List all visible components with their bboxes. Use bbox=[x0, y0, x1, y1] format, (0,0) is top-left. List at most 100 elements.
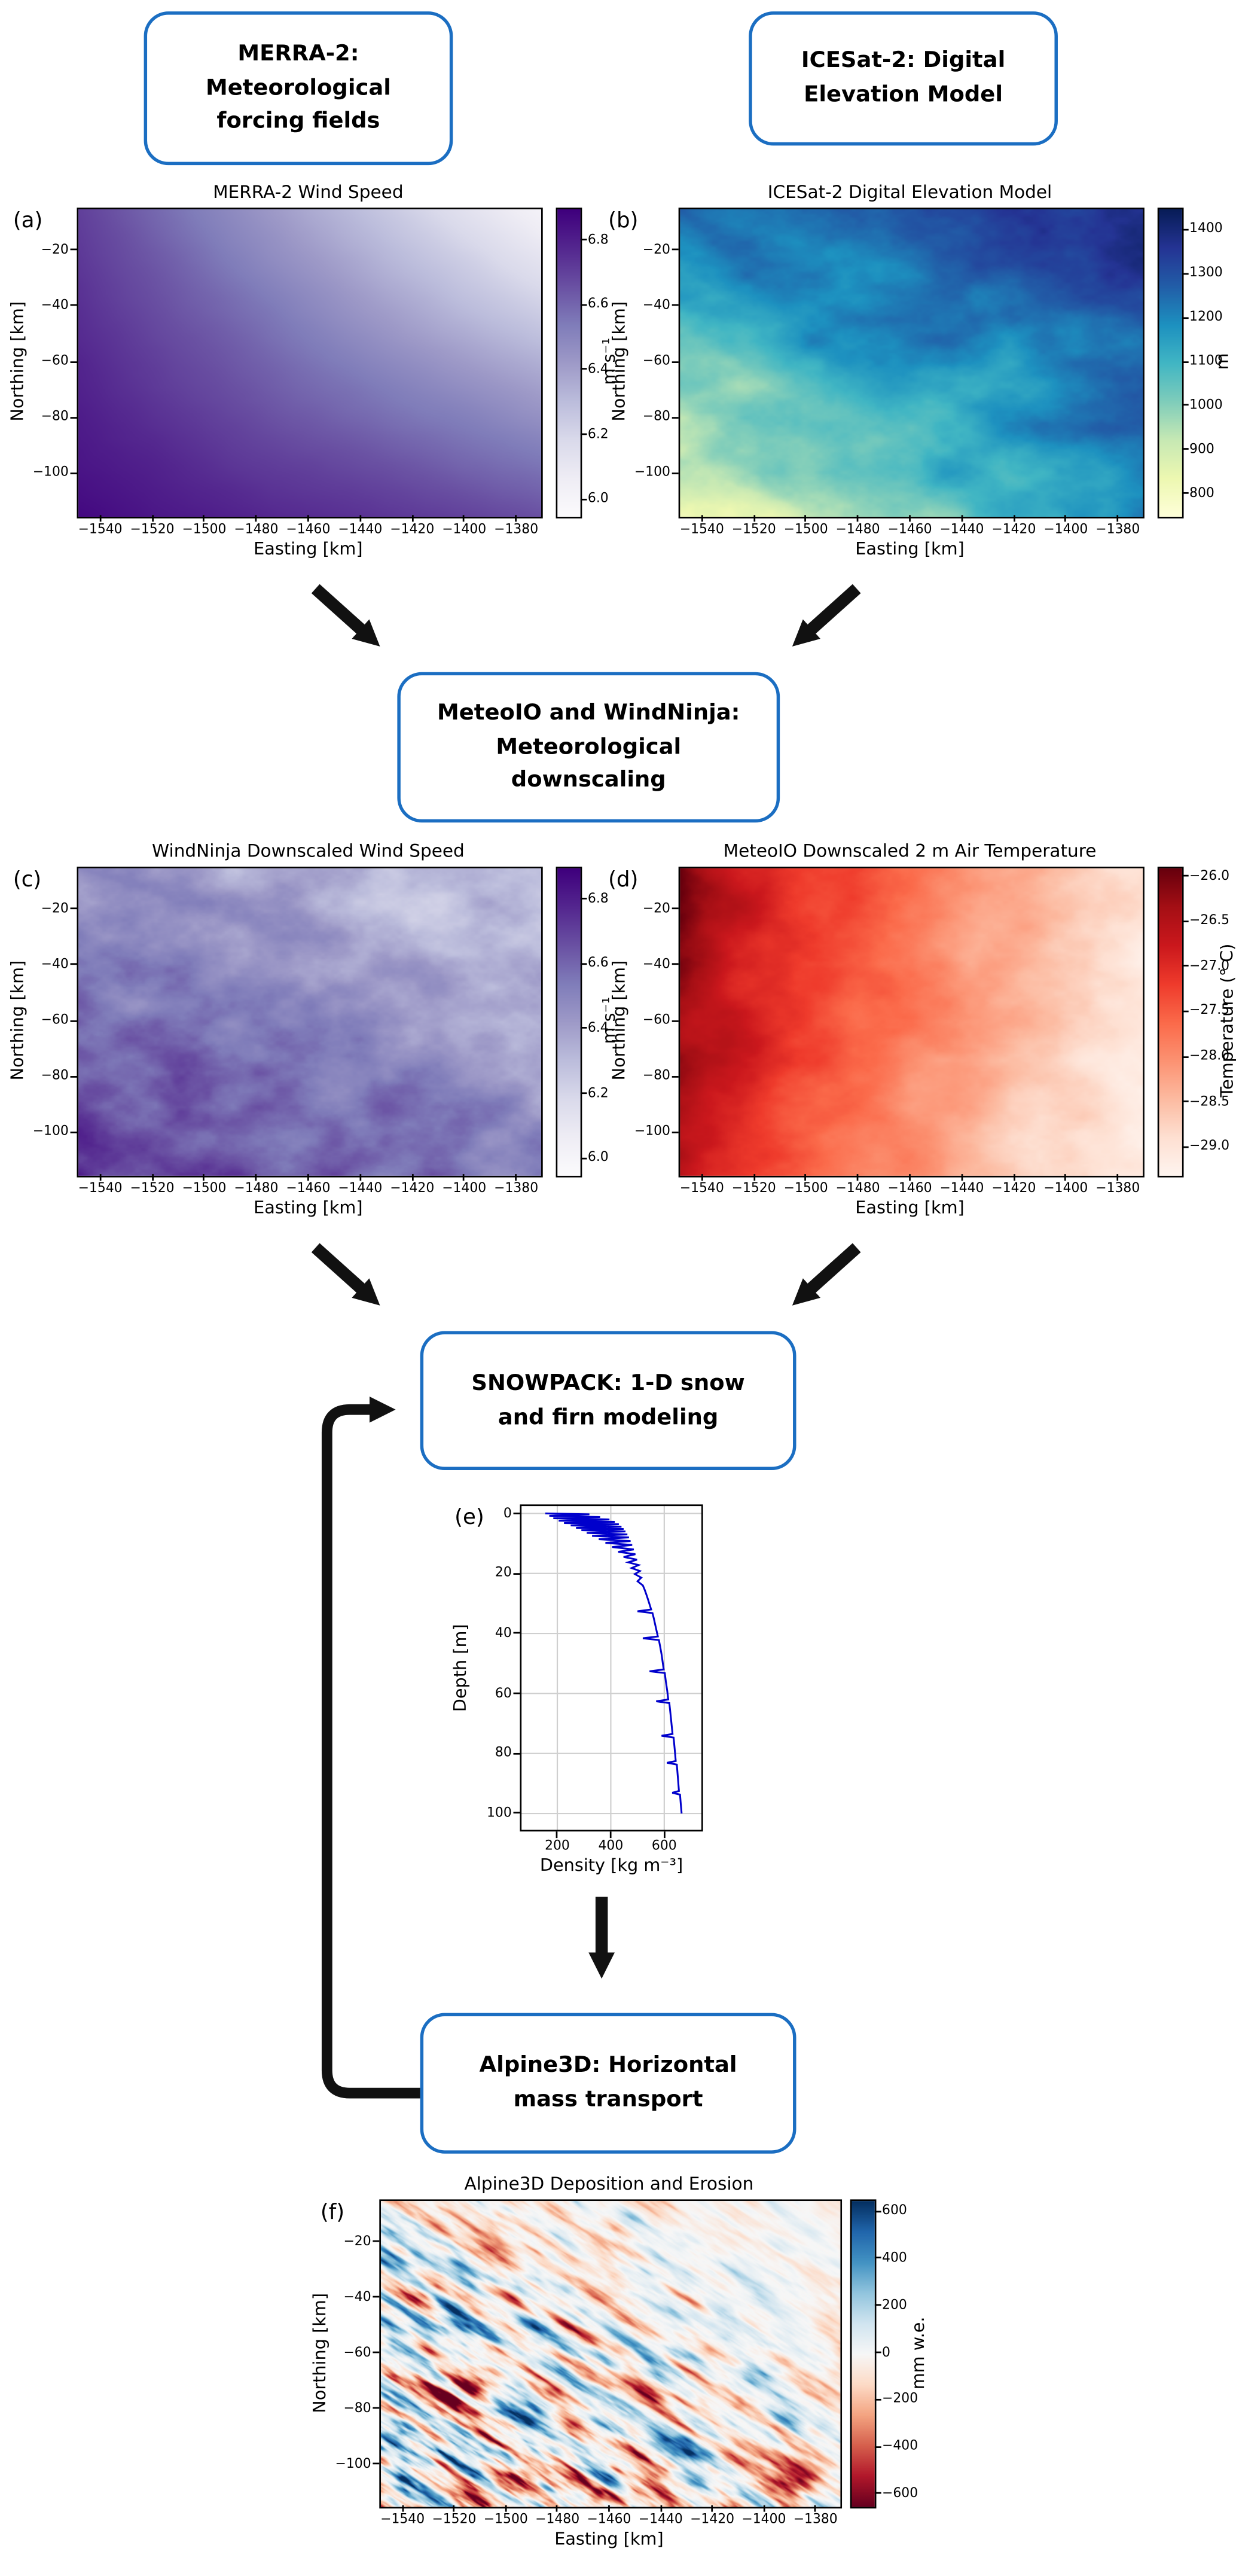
colorbar-tick-mark bbox=[1182, 360, 1188, 362]
x-tick-mark bbox=[401, 2505, 404, 2511]
x-tick-label: −1480 bbox=[234, 522, 279, 536]
colorbar-tick-mark bbox=[874, 2398, 881, 2401]
y-tick-mark bbox=[513, 1693, 520, 1694]
y-tick-mark bbox=[70, 907, 77, 910]
x-tick-mark bbox=[1116, 515, 1119, 521]
y-tick-label: −100 bbox=[634, 465, 670, 480]
x-tick-label: −1500 bbox=[783, 1181, 828, 1196]
x-tick-mark bbox=[610, 1831, 612, 1837]
y-tick-label: −40 bbox=[642, 956, 670, 971]
colorbar-tick-label: 6.2 bbox=[587, 1085, 609, 1100]
x-tick-label: −1420 bbox=[690, 2511, 735, 2527]
colorbar-tick-mark bbox=[580, 1028, 587, 1029]
colorbar-tick-mark bbox=[1182, 448, 1188, 450]
colorbar-tick-label: 400 bbox=[882, 2249, 907, 2265]
box-icesat2-line2: Elevation Model bbox=[804, 81, 1003, 108]
heatmap-canvas-d bbox=[678, 867, 1145, 1178]
x-tick-mark bbox=[753, 515, 755, 521]
y-tick-mark bbox=[513, 1752, 520, 1755]
x-tick-label: −1540 bbox=[78, 1181, 123, 1196]
x-tick-mark bbox=[805, 1174, 807, 1180]
x-tick-mark bbox=[307, 515, 309, 521]
density-profile-line bbox=[545, 1512, 683, 1814]
colorbar-tick-mark bbox=[1182, 1056, 1188, 1057]
x-tick-mark bbox=[711, 2505, 713, 2511]
colorbar-tick-mark bbox=[874, 2210, 881, 2212]
colorbar-tick-mark bbox=[1182, 316, 1188, 319]
y-tick-label: −20 bbox=[41, 900, 69, 916]
x-tick-mark bbox=[255, 515, 257, 521]
y-tick-mark bbox=[672, 472, 679, 474]
x-tick-label: −1400 bbox=[741, 2511, 786, 2527]
x-tick-mark bbox=[1064, 515, 1067, 521]
x-tick-mark bbox=[660, 2505, 662, 2511]
colorbar-tick-mark bbox=[580, 898, 587, 900]
heatmap-canvas-c bbox=[77, 867, 543, 1178]
y-tick-mark bbox=[672, 1075, 679, 1077]
x-tick-mark bbox=[961, 1174, 963, 1180]
x-tick-mark bbox=[909, 515, 911, 521]
x-tick-label: −1520 bbox=[731, 522, 776, 536]
box-snowpack-line1: SNOWPACK: 1-D snow bbox=[471, 1370, 745, 1396]
colorbar-label: m bbox=[1213, 353, 1233, 370]
y-tick-label: −60 bbox=[642, 353, 670, 368]
x-tick-label: −1460 bbox=[887, 1181, 932, 1196]
panel-corner-label: (c) bbox=[13, 868, 42, 893]
colorbar-tick-label: 1400 bbox=[1189, 221, 1223, 236]
y-axis-label: Depth [m] bbox=[451, 1624, 471, 1712]
y-tick-mark bbox=[70, 360, 77, 362]
x-tick-label: −1540 bbox=[380, 2511, 425, 2527]
y-tick-label: −100 bbox=[32, 1124, 69, 1139]
x-tick-mark bbox=[701, 1174, 703, 1180]
y-tick-label: −100 bbox=[32, 465, 69, 480]
y-axis-label: Northing [km] bbox=[609, 960, 630, 1081]
box-meteoio-line1: MeteoIO and WindNinja: bbox=[437, 699, 740, 725]
y-tick-label: 20 bbox=[495, 1565, 512, 1580]
heatmap-canvas-b bbox=[678, 208, 1145, 519]
colorbar-tick-mark bbox=[874, 2304, 881, 2306]
x-tick-label: −1500 bbox=[182, 1181, 227, 1196]
x-tick-label: −1480 bbox=[835, 1181, 880, 1196]
y-tick-label: 100 bbox=[486, 1805, 512, 1821]
box-alpine3d: Alpine3D: Horizontal mass transport bbox=[420, 2013, 796, 2154]
x-tick-mark bbox=[359, 515, 361, 521]
panel-corner-label: (a) bbox=[13, 209, 43, 234]
box-snowpack: SNOWPACK: 1-D snow and firn modeling bbox=[420, 1331, 796, 1470]
panel-corner-label: (d) bbox=[608, 868, 639, 893]
colorbar-canvas-a bbox=[556, 208, 582, 519]
x-tick-label: 200 bbox=[545, 1838, 570, 1853]
x-axis-label: Easting [km] bbox=[554, 2529, 664, 2550]
arrow-b-to-meteoio bbox=[792, 584, 861, 647]
colorbar-tick-label: −29.0 bbox=[1189, 1139, 1230, 1154]
panel-corner-label: (e) bbox=[454, 1506, 484, 1531]
x-tick-label: −1540 bbox=[78, 522, 123, 536]
colorbar-tick-label: 6.0 bbox=[587, 1150, 609, 1164]
x-tick-label: −1480 bbox=[535, 2511, 580, 2527]
x-tick-mark bbox=[763, 2505, 765, 2511]
x-tick-mark bbox=[515, 515, 517, 521]
x-tick-mark bbox=[701, 515, 703, 521]
colorbar-tick-mark bbox=[580, 1092, 587, 1095]
arrow-c-to-snowpack bbox=[311, 1243, 380, 1306]
y-tick-mark bbox=[70, 1075, 77, 1077]
x-axis-label: Density [kg m⁻³] bbox=[539, 1856, 683, 1876]
x-tick-mark bbox=[961, 515, 963, 521]
x-tick-mark bbox=[515, 1174, 517, 1180]
y-tick-label: −80 bbox=[642, 1068, 670, 1083]
x-tick-mark bbox=[255, 1174, 257, 1180]
y-tick-mark bbox=[513, 1513, 520, 1514]
plot-title: MeteoIO Downscaled 2 m Air Temperature bbox=[723, 840, 1097, 862]
colorbar-canvas-c bbox=[556, 867, 582, 1178]
colorbar-tick-mark bbox=[580, 304, 587, 306]
x-tick-mark bbox=[307, 1174, 309, 1180]
x-tick-label: −1520 bbox=[432, 2511, 477, 2527]
y-tick-label: −100 bbox=[634, 1124, 670, 1139]
colorbar-tick-mark bbox=[874, 2492, 881, 2495]
y-tick-mark bbox=[672, 964, 679, 965]
colorbar-tick-label: −600 bbox=[882, 2485, 918, 2500]
x-tick-label: −1500 bbox=[483, 2511, 528, 2527]
x-tick-mark bbox=[463, 515, 465, 521]
y-tick-label: −80 bbox=[41, 1068, 69, 1083]
colorbar-tick-mark bbox=[1182, 1100, 1188, 1103]
